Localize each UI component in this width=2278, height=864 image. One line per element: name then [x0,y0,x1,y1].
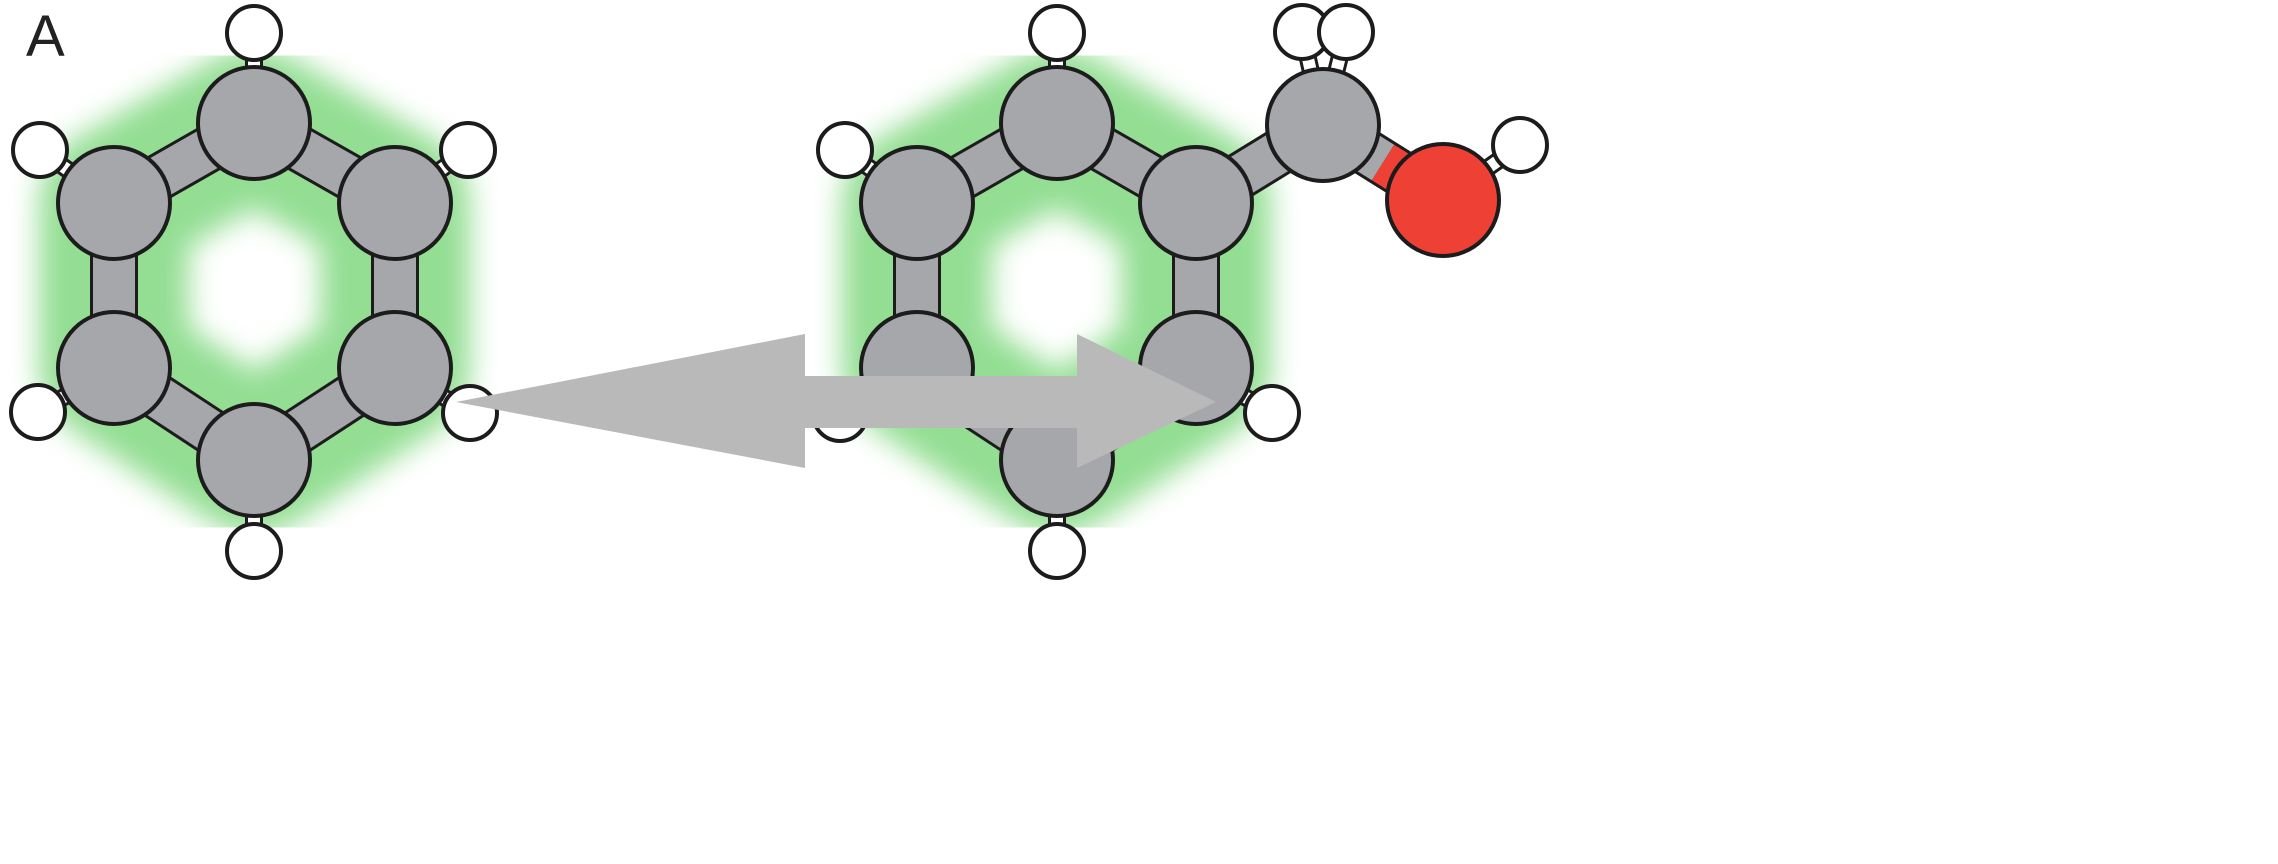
carbon-atom [337,310,453,426]
carbon-atom [196,402,312,518]
carbon-atom [1138,145,1254,261]
methylene-carbon-atom [1265,67,1381,183]
hydrogen-atom [1243,384,1301,442]
hydrogen-atom [225,4,283,62]
carbon-atom [196,65,312,181]
hydrogen-atom [816,121,874,179]
oxygen-atom [1385,142,1501,258]
hydrogen-atom [1028,522,1086,580]
hydrogen-atom [225,522,283,580]
double-headed-arrow [456,334,1216,468]
hydrogen-atom [441,384,499,442]
hydrogen-atom [439,121,497,179]
panel-label: A [26,4,65,69]
hydrogen-atom [1317,3,1375,61]
hydrogen-atom [1491,116,1549,174]
carbon-atom [999,65,1115,181]
hydrogen-atom [1028,4,1086,62]
carbon-atom [859,145,975,261]
hydrogen-atoms [9,3,1549,580]
carbon-atom [56,310,172,426]
equivalence-arrow [456,334,1216,468]
hydrogen-atom [11,121,69,179]
heavy-atoms [56,65,1501,518]
hydrogen-atom [9,383,67,441]
carbon-atom [337,145,453,261]
carbon-atom [56,145,172,261]
